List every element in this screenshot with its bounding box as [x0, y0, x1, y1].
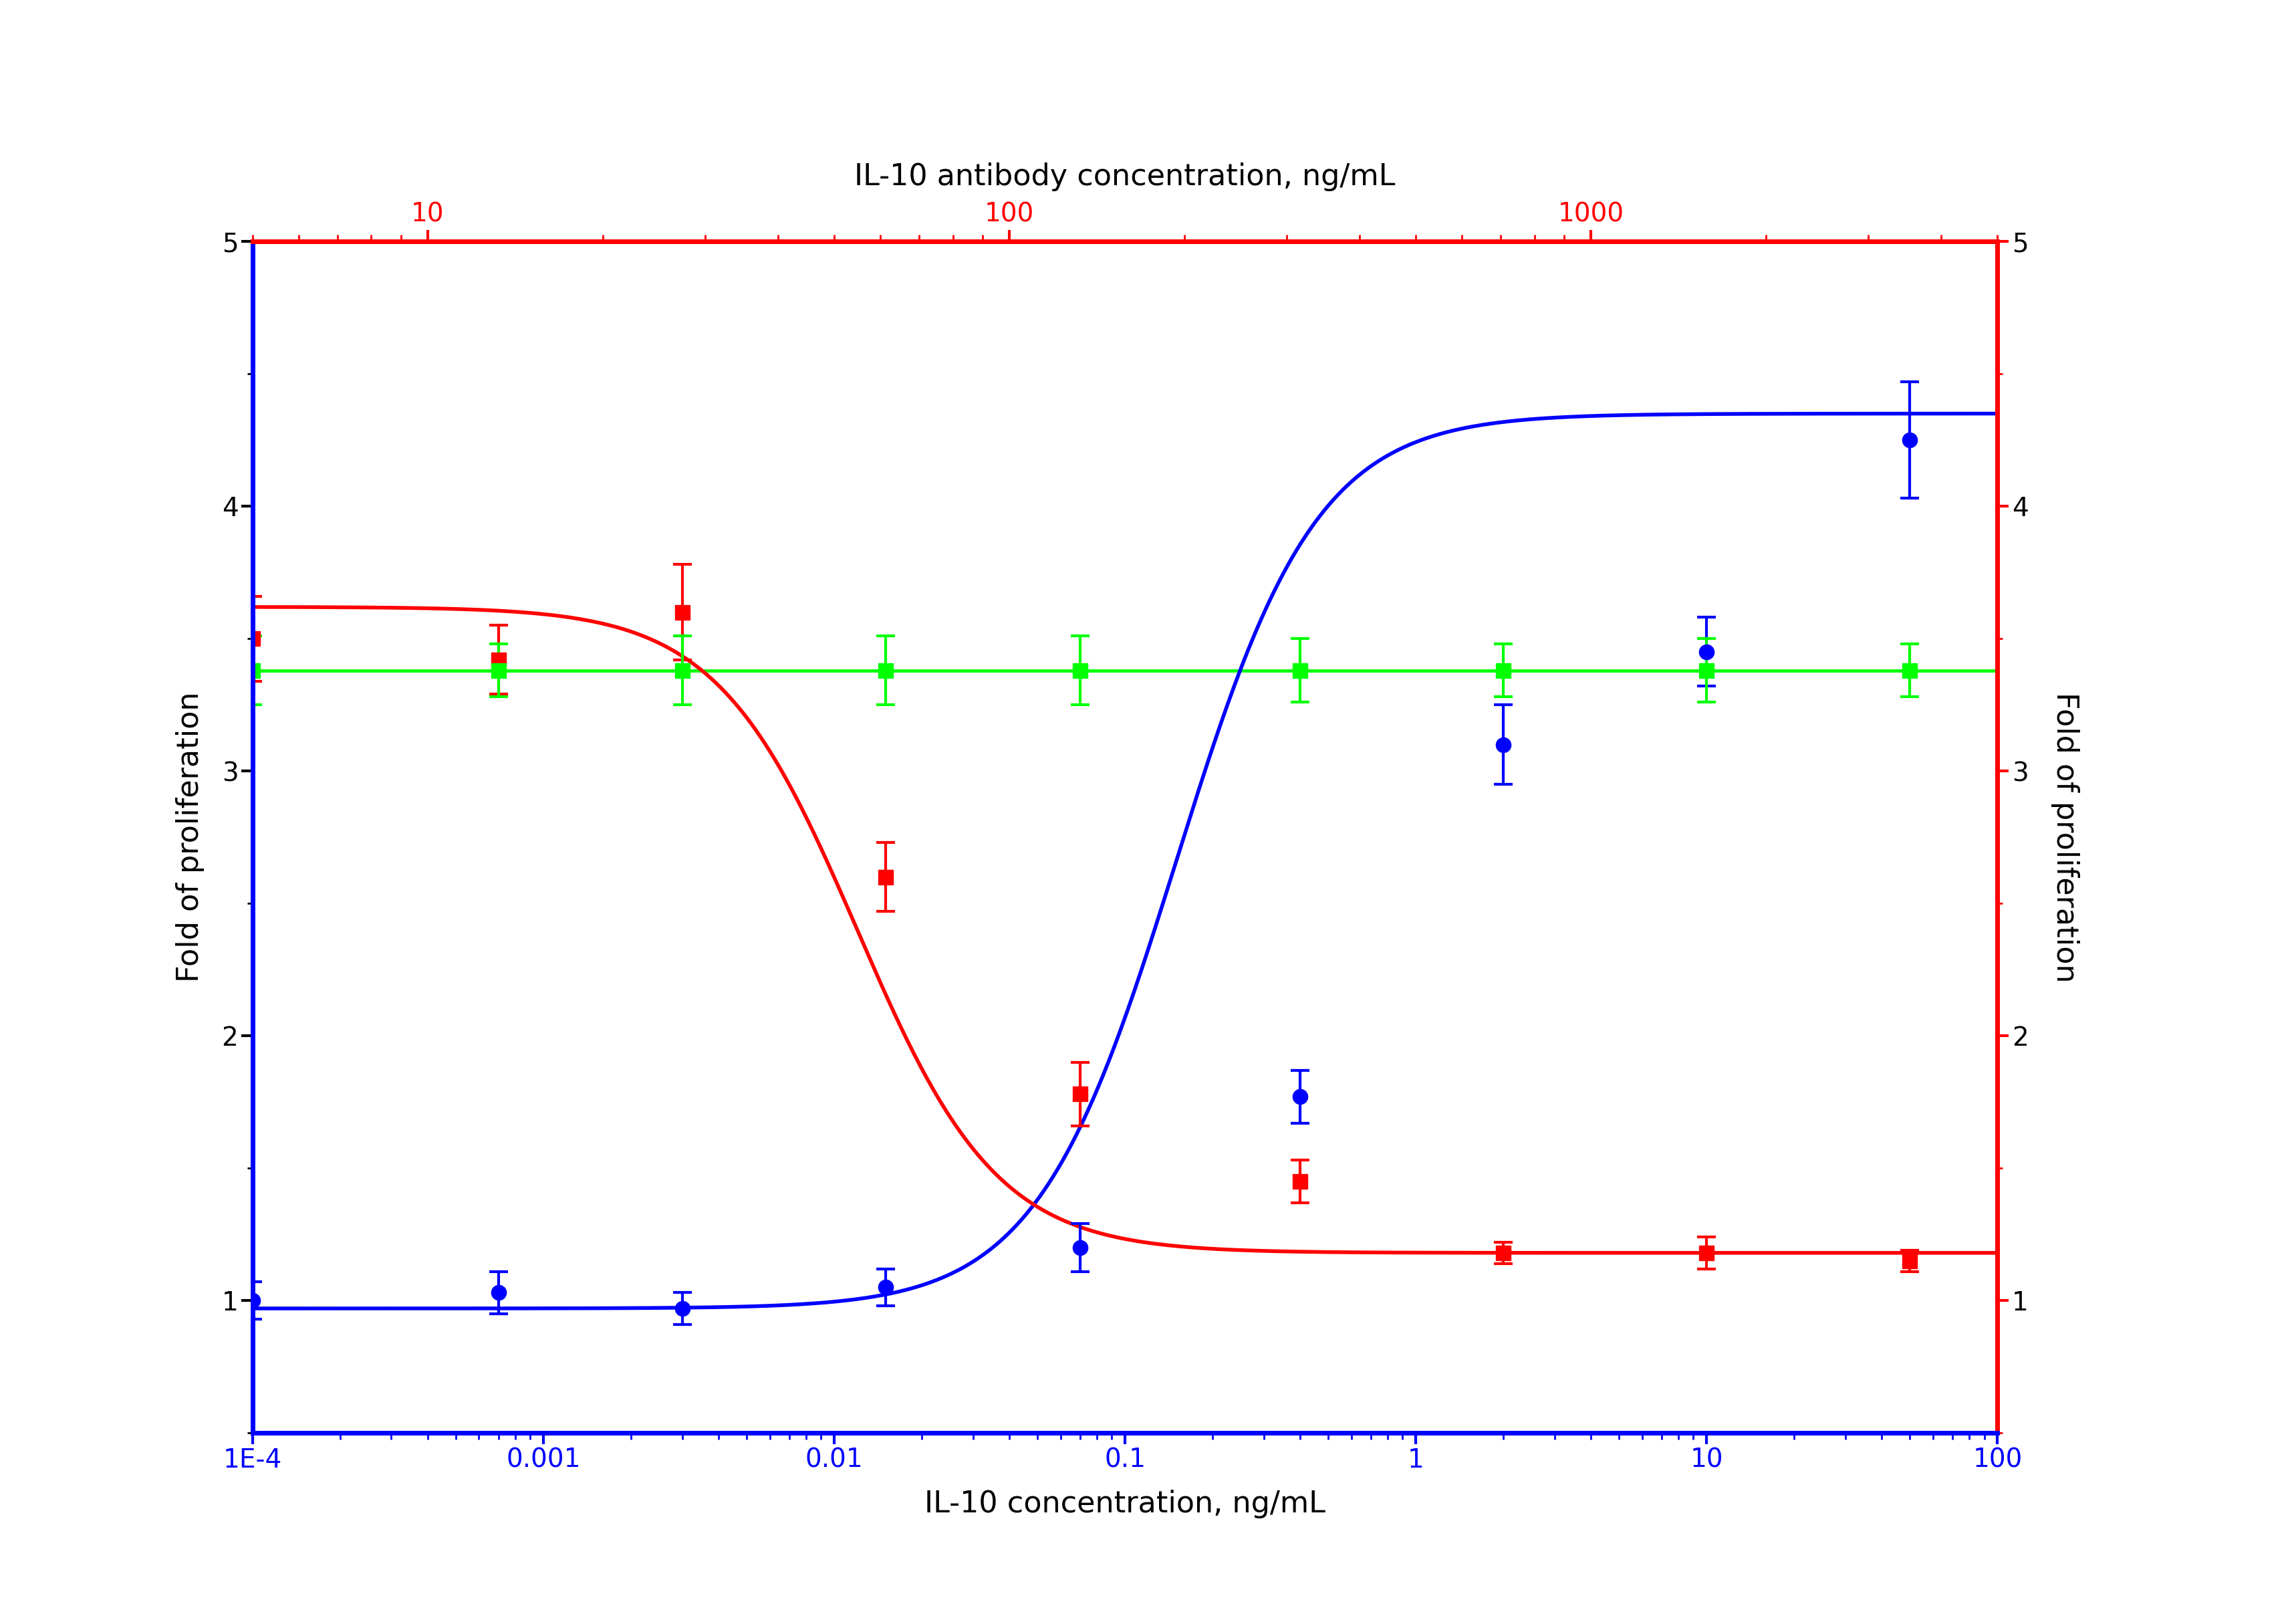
X-axis label: IL-10 antibody concentration, ng/mL: IL-10 antibody concentration, ng/mL — [854, 163, 1396, 192]
Y-axis label: Fold of proliferation: Fold of proliferation — [2050, 692, 2080, 982]
Y-axis label: Fold of proliferation: Fold of proliferation — [177, 692, 204, 982]
X-axis label: IL-10 concentration, ng/mL: IL-10 concentration, ng/mL — [925, 1489, 1325, 1518]
